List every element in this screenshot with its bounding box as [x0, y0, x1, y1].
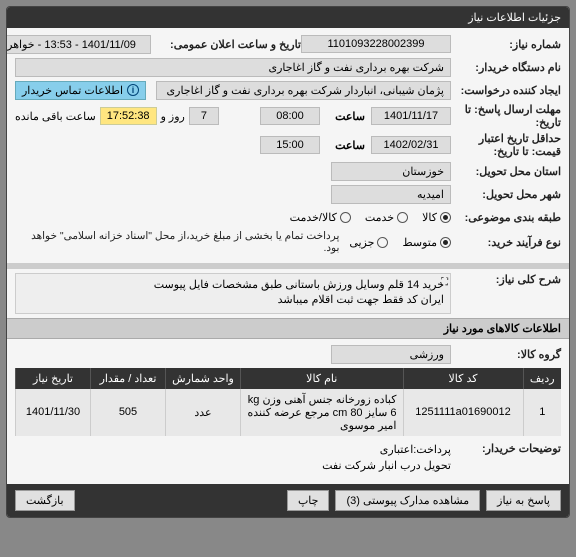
col-code: کد کالا	[403, 368, 523, 389]
radio-mid[interactable]: متوسط	[402, 236, 451, 249]
radio-icon	[440, 212, 451, 223]
process-note: پرداخت تمام یا بخشی از مبلغ خرید،از محل …	[15, 230, 339, 254]
need-no-label: شماره نیاز:	[451, 38, 561, 51]
deadline-label: مهلت ارسال پاسخ: تا تاریخ:	[451, 103, 561, 129]
col-row: ردیف	[523, 368, 561, 389]
delivery-prov: خوزستان	[331, 162, 451, 181]
table-row: 1 1251111a01690012 کباده زورخانه جنس آهن…	[16, 389, 562, 436]
validity-date: 1402/02/31	[371, 136, 451, 154]
process-label: نوع فرآیند خرید:	[451, 236, 561, 249]
contact-info-label: اطلاعات تماس خریدار	[22, 84, 123, 97]
col-qty: تعداد / مقدار	[91, 368, 166, 389]
delivery-city-label: شهر محل تحویل:	[451, 188, 561, 201]
validity-label: حداقل تاریخ اعتبار قیمت: تا تاریخ:	[451, 132, 561, 158]
footer-buttons: پاسخ به نیاز مشاهده مدارک پیوستی (3) چاپ…	[7, 484, 569, 517]
cell-unit: عدد	[166, 389, 241, 436]
category-radios: کالا خدمت کالا/خدمت	[290, 211, 451, 224]
time-label-1: ساعت	[320, 110, 365, 123]
radio-both[interactable]: کالا/خدمت	[290, 211, 351, 224]
requester-label: ایجاد کننده درخواست:	[451, 84, 561, 97]
desc-label: شرح کلی نیاز:	[451, 273, 561, 286]
buyer-notes-text: پرداخت:اعتباری تحویل درب انبار شرکت نفت	[322, 442, 451, 475]
desc-text: ⛶ خرید 14 قلم وسایل ورزش باستانی طبق مشخ…	[15, 273, 451, 314]
cell-index: 1	[523, 389, 561, 436]
radio-icon	[340, 212, 351, 223]
expand-icon[interactable]: ⛶	[441, 276, 448, 290]
time-label-2: ساعت	[320, 139, 365, 152]
radio-icon	[397, 212, 408, 223]
announce-label: تاریخ و ساعت اعلان عمومی:	[151, 38, 301, 51]
category-label: طبقه بندی موضوعی:	[451, 211, 561, 224]
deadline-date: 1401/11/17	[371, 107, 451, 125]
requester-value: پژمان شیبانی، انباردار شرکت بهره برداری …	[156, 81, 451, 100]
reply-button[interactable]: پاسخ به نیاز	[486, 490, 561, 511]
col-name: نام کالا	[241, 368, 404, 389]
remaining-label: ساعت باقی مانده	[15, 110, 96, 123]
attachments-button[interactable]: مشاهده مدارک پیوستی (3)	[335, 490, 480, 511]
description-row: شرح کلی نیاز: ⛶ خرید 14 قلم وسایل ورزش ب…	[7, 269, 569, 318]
print-button[interactable]: چاپ	[287, 490, 330, 511]
main-fields: شماره نیاز: 1101093228002399 تاریخ و ساع…	[7, 28, 569, 263]
group-value: ورزشی	[331, 345, 451, 364]
details-panel: جزئیات اطلاعات نیاز شماره نیاز: 11010932…	[6, 6, 570, 518]
deadline-time: 08:00	[260, 107, 320, 125]
group-label: گروه کالا:	[451, 348, 561, 361]
goods-header: اطلاعات کالاهای مورد نیاز	[7, 318, 569, 339]
org-label: نام دستگاه خریدار:	[451, 61, 561, 74]
remaining-time: 17:52:38	[100, 107, 157, 125]
buyer-notes-label: توضیحات خریدار:	[451, 442, 561, 455]
cell-code: 1251111a01690012	[403, 389, 523, 436]
delivery-city: امیدیه	[331, 185, 451, 204]
need-no-value: 1101093228002399	[301, 35, 451, 53]
days-label: روز و	[161, 110, 185, 123]
radio-icon	[440, 237, 451, 248]
panel-title: جزئیات اطلاعات نیاز	[7, 7, 569, 28]
cell-name: کباده زورخانه جنس آهنی وزن kg 6 سایز cm …	[241, 389, 404, 436]
contact-info-button[interactable]: i اطلاعات تماس خریدار	[15, 81, 146, 100]
validity-time: 15:00	[260, 136, 320, 154]
radio-icon	[377, 237, 388, 248]
info-icon: i	[127, 84, 139, 96]
col-date: تاریخ نیاز	[16, 368, 91, 389]
days-value: 7	[189, 107, 219, 125]
radio-service[interactable]: خدمت	[365, 211, 408, 224]
delivery-prov-label: استان محل تحویل:	[451, 165, 561, 178]
goods-table: ردیف کد کالا نام کالا واحد شمارش تعداد /…	[15, 368, 561, 436]
org-value: شرکت بهره برداری نفت و گاز اغاجاری	[15, 58, 451, 77]
col-unit: واحد شمارش	[166, 368, 241, 389]
process-radios: متوسط جزیی	[349, 236, 451, 249]
announce-value: 1401/11/09 - 13:53 - خواهران	[6, 35, 151, 54]
cell-qty: 505	[91, 389, 166, 436]
back-button[interactable]: بازگشت	[15, 490, 75, 511]
cell-date: 1401/11/30	[16, 389, 91, 436]
desc-content: خرید 14 قلم وسایل ورزش باستانی طبق مشخصا…	[154, 279, 444, 306]
radio-goods[interactable]: کالا	[422, 211, 451, 224]
radio-small[interactable]: جزیی	[349, 236, 388, 249]
